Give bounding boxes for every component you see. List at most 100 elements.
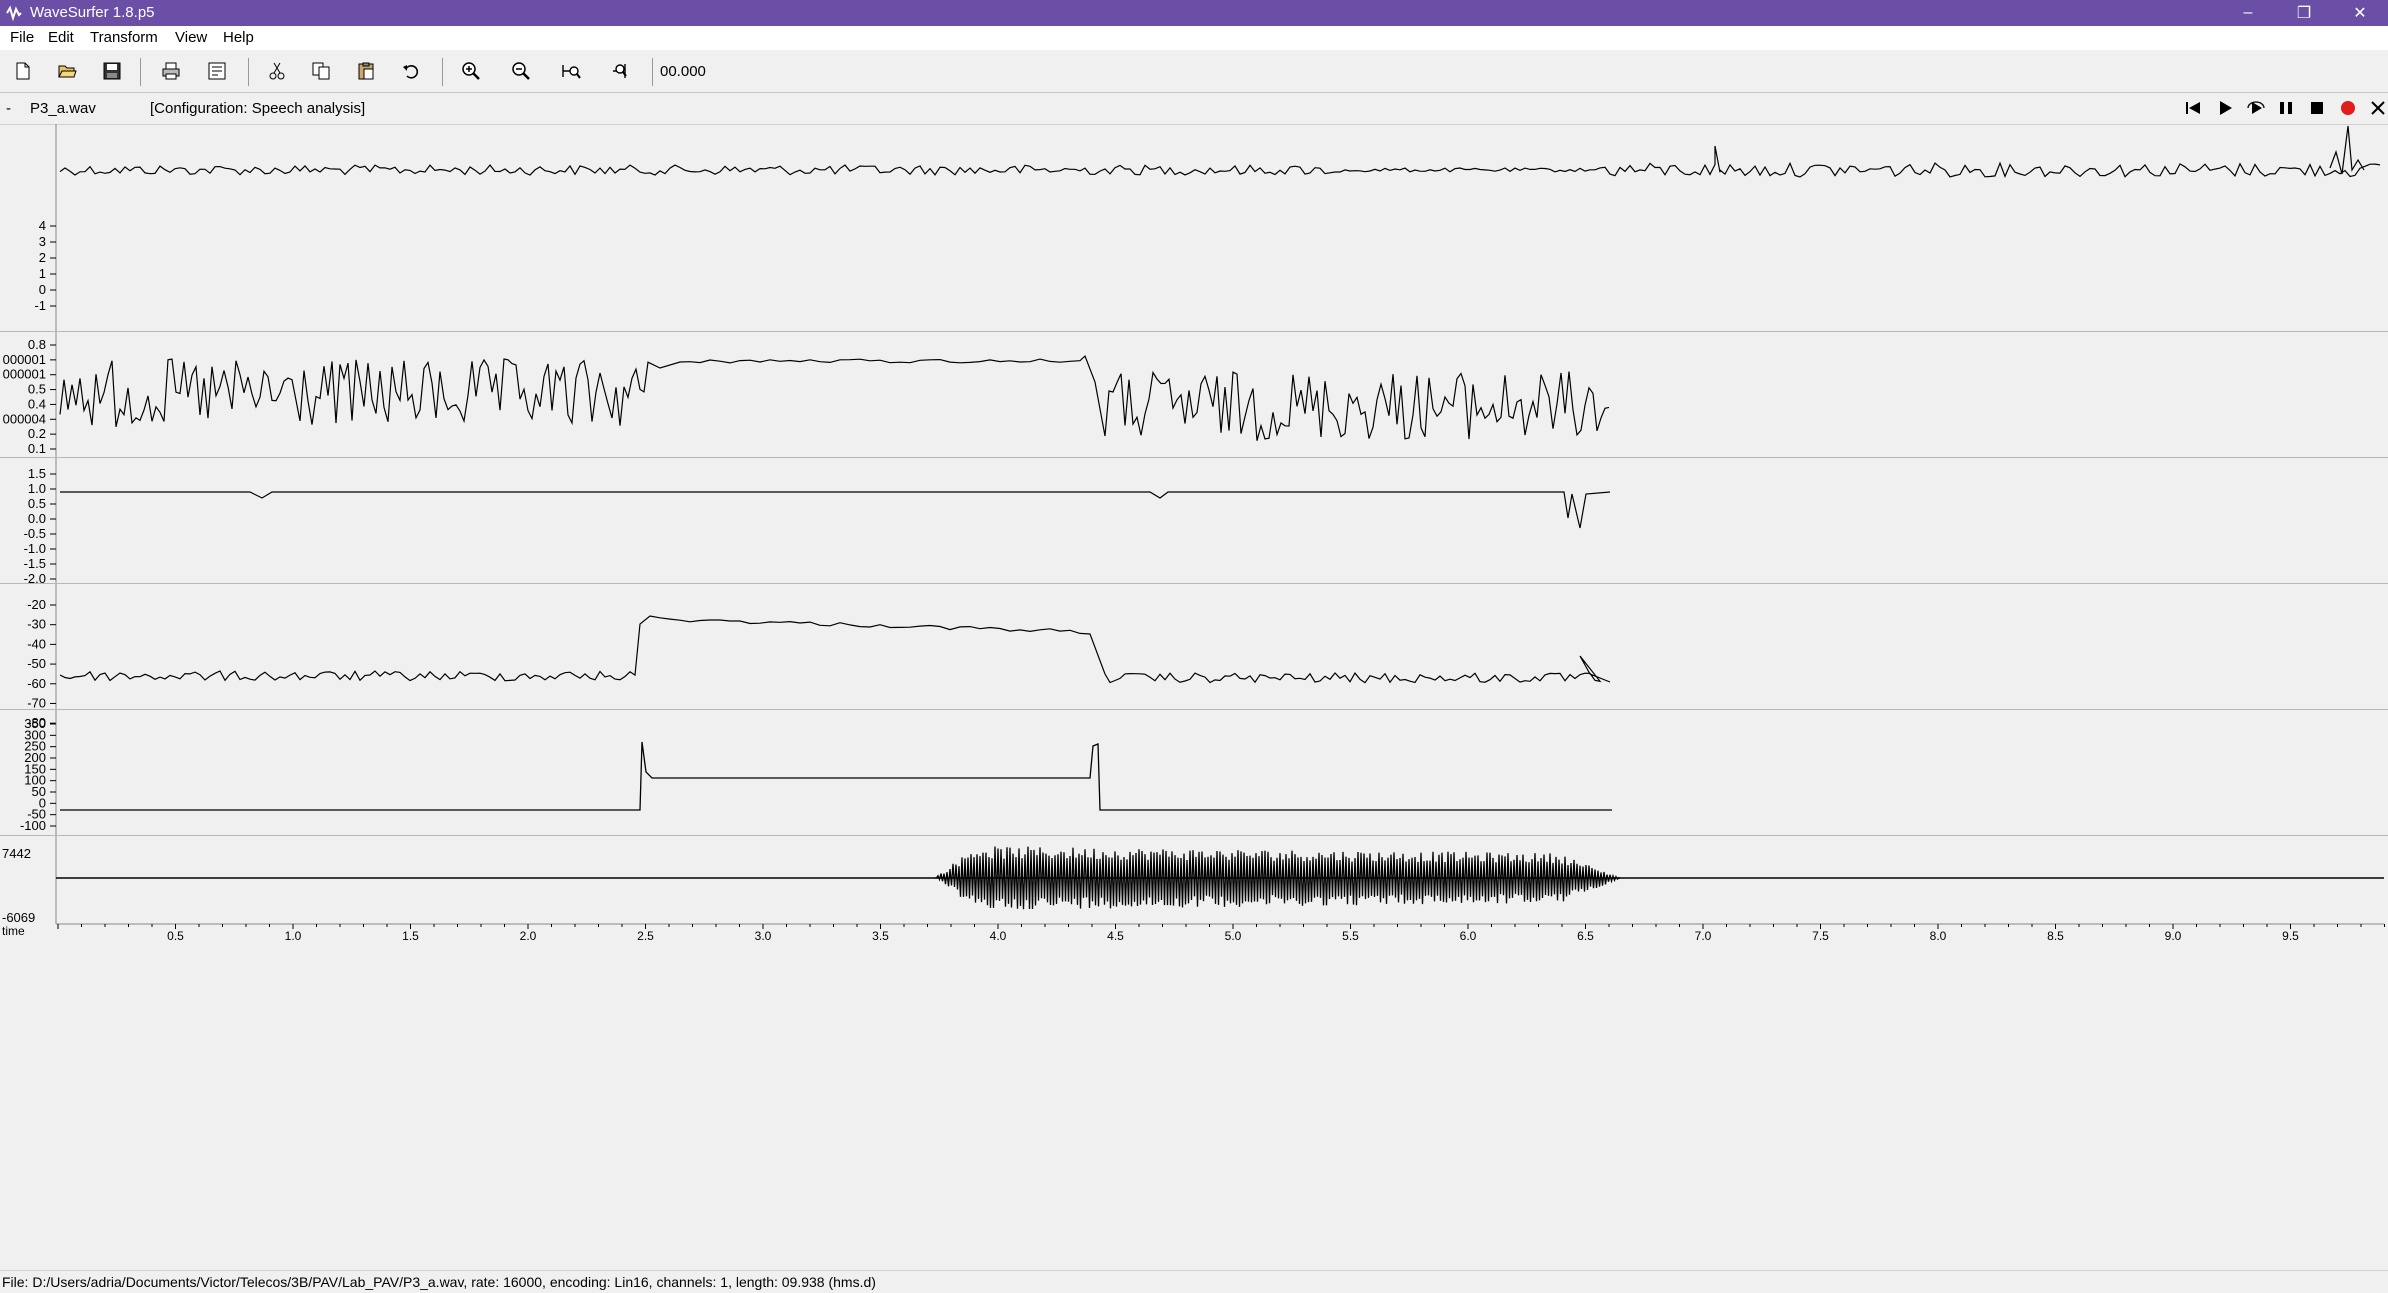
play-icon[interactable] — [2212, 97, 2238, 119]
time-tick-label: 1.0 — [285, 929, 302, 943]
toolbar-separator — [248, 58, 249, 86]
y-tick-label: 0.2 — [28, 426, 46, 441]
menu-file[interactable]: File — [10, 29, 34, 46]
time-tick-label: 8.5 — [2047, 929, 2064, 943]
time-axis-label: time — [2, 924, 25, 938]
y-tick-label: 0.4 — [28, 396, 46, 411]
wavesurfer-logo-icon — [6, 5, 22, 21]
properties-icon[interactable] — [204, 58, 230, 84]
zoom-in-icon[interactable] — [458, 58, 484, 84]
y-tick-label: -100 — [20, 818, 46, 833]
sound-info-bar: - P3_a.wav [Configuration: Speech analys… — [0, 92, 2388, 125]
trace-line — [60, 146, 2380, 177]
y-tick-label: 000001 — [3, 367, 46, 382]
y-tick-label: -50 — [27, 656, 46, 671]
time-tick-label: 2.0 — [520, 929, 537, 943]
y-tick-label: -30 — [27, 617, 46, 632]
y-tick-label: -70 — [27, 695, 46, 710]
analysis-panes: 4 3 2 1 0 -1 0.8 000001 000001 0.5 0.4 000004 0.2 0.1… — [0, 124, 2388, 1220]
time-tick-label: 2.5 — [637, 929, 654, 943]
toolbar: 00.000 — [0, 50, 2388, 93]
close-sound-icon[interactable] — [2365, 97, 2388, 119]
y-tick-label: -2.0 — [24, 571, 46, 586]
y-tick-label: 4 — [39, 218, 46, 233]
trace-line — [60, 492, 1610, 528]
time-tick-label: 5.5 — [1342, 929, 1359, 943]
time-tick-label: 8.0 — [1930, 929, 1947, 943]
sound-menu-handle[interactable]: - — [6, 100, 11, 117]
y-tick-label: -40 — [27, 636, 46, 651]
waveform-trace — [935, 847, 1621, 910]
menu-bar: File Edit Transform View Help — [0, 26, 2388, 50]
undo-icon[interactable] — [398, 58, 424, 84]
time-tick-label: 5.0 — [1225, 929, 1242, 943]
time-tick-label: 7.0 — [1695, 929, 1712, 943]
sound-filename: P3_a.wav — [30, 100, 96, 117]
time-tick-label: 6.0 — [1460, 929, 1477, 943]
trace-line — [2330, 126, 2364, 174]
y-tick-label: -0.5 — [24, 526, 46, 541]
menu-help[interactable]: Help — [223, 29, 254, 46]
new-file-icon[interactable] — [10, 58, 36, 84]
open-folder-icon[interactable] — [54, 58, 80, 84]
y-tick-label: 0.8 — [28, 337, 46, 352]
cut-icon[interactable] — [264, 58, 290, 84]
y-tick-label: 7442 — [2, 846, 31, 861]
y-tick-label: 0.5 — [28, 496, 46, 511]
time-tick-label: 9.5 — [2282, 929, 2299, 943]
y-tick-label: 0.0 — [28, 511, 46, 526]
y-tick-label: -1.0 — [24, 541, 46, 556]
paste-icon[interactable] — [353, 58, 379, 84]
zoom-to-selection-icon[interactable] — [558, 58, 584, 84]
zoom-out-icon[interactable] — [508, 58, 534, 84]
y-tick-label: -20 — [27, 597, 46, 612]
close-window-icon[interactable]: ✕ — [2332, 0, 2388, 26]
stop-icon[interactable] — [2304, 97, 2330, 119]
time-tick-label: 4.0 — [990, 929, 1007, 943]
y-tick-label: 3 — [39, 234, 46, 249]
panes-canvas[interactable]: 43210-10.80000010000010.50.40000040.20.1… — [0, 124, 2388, 1220]
y-tick-label: 000004 — [3, 411, 46, 426]
toolbar-separator — [140, 58, 141, 86]
pane-data-3: 1.51.00.50.0-0.5-1.0-1.5-2.0 — [0, 458, 2388, 586]
y-tick-label: -60 — [27, 676, 46, 691]
menu-view[interactable]: View — [175, 29, 207, 46]
pane-waveform: 7442 -6069 — [2, 836, 2384, 925]
y-tick-label: 000001 — [3, 352, 46, 367]
play-loop-icon[interactable] — [2243, 97, 2269, 119]
time-tick-label: 4.5 — [1107, 929, 1124, 943]
y-tick-label: 1.5 — [28, 466, 46, 481]
y-tick-label: 0.5 — [28, 382, 46, 397]
status-text: File: D:/Users/adria/Documents/Victor/Te… — [2, 1274, 876, 1290]
save-icon[interactable] — [99, 58, 125, 84]
print-icon[interactable] — [158, 58, 184, 84]
copy-icon[interactable] — [308, 58, 334, 84]
configuration-label: [Configuration: Speech analysis] — [150, 100, 365, 117]
time-tick-label: 7.5 — [1812, 929, 1829, 943]
y-tick-label: -6069 — [2, 910, 35, 925]
title-bar: WaveSurfer 1.8.p5 – ❐ ✕ — [0, 0, 2388, 26]
time-tick-label: 1.5 — [402, 929, 419, 943]
y-tick-label: 0 — [39, 282, 46, 297]
pane-data-4: -20 -30 -40 -50 -60 -70 -80 — [0, 584, 2388, 730]
y-tick-label: 1.0 — [28, 481, 46, 496]
cursor-time-readout: 00.000 — [660, 63, 706, 80]
time-tick-label: 3.0 — [755, 929, 772, 943]
zoom-out-full-icon[interactable] — [608, 58, 634, 84]
time-axis: time 0.5 1.0 1.5 2.0 2.5 3.0 3.5 4.0 4.5 5.0 5.5 6.0… — [2, 924, 2385, 943]
minimize-icon[interactable]: – — [2220, 0, 2276, 26]
pause-icon[interactable] — [2273, 97, 2299, 119]
restore-icon[interactable]: ❐ — [2276, 0, 2332, 26]
toolbar-separator — [652, 58, 653, 86]
y-tick-label: -1.5 — [24, 556, 46, 571]
time-tick-label: 0.5 — [167, 929, 184, 943]
y-tick-label: 0.1 — [28, 441, 46, 456]
menu-edit[interactable]: Edit — [48, 29, 74, 46]
skip-to-start-icon[interactable] — [2180, 97, 2206, 119]
record-icon[interactable] — [2335, 97, 2361, 119]
time-tick-label: 9.0 — [2165, 929, 2182, 943]
menu-transform[interactable]: Transform — [90, 29, 158, 46]
